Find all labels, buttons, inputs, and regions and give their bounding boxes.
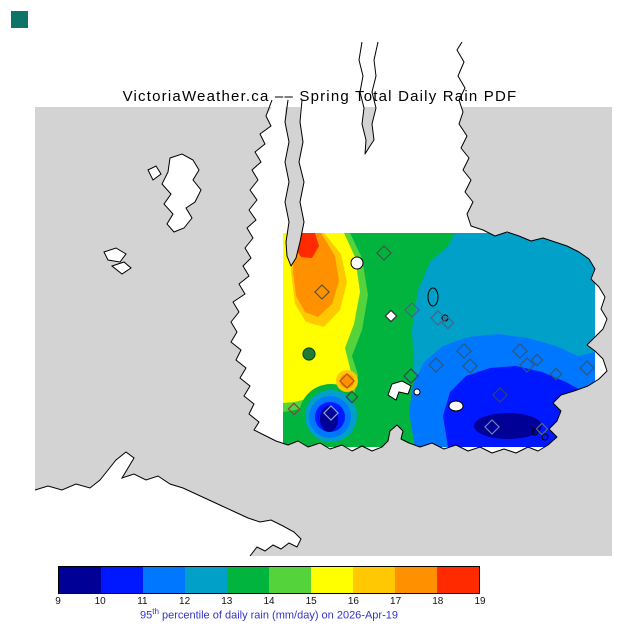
colorbar-segment	[269, 567, 311, 593]
station-marker	[530, 353, 544, 367]
station-marker	[519, 357, 535, 373]
caption-value: 95	[140, 609, 153, 622]
colorbar-tick-label: 16	[347, 596, 359, 607]
station-marker	[512, 343, 528, 359]
station-marker	[462, 358, 478, 374]
station-marker	[287, 402, 301, 416]
coastline-outlines	[230, 41, 608, 454]
caption-text: percentile of daily rain (mm/day) on 202…	[158, 609, 398, 622]
station-marker	[549, 367, 563, 381]
colorbar-tick-label: 18	[432, 596, 444, 607]
harbour-inlet	[448, 400, 464, 412]
station-marker	[403, 368, 419, 384]
colorbar-segment	[437, 567, 479, 593]
colorbar-segment	[185, 567, 227, 593]
station-marker	[492, 387, 508, 403]
corner-color-swatch	[11, 11, 28, 28]
colorbar-tick-label: 11	[137, 596, 148, 607]
rain-contour-overlay	[283, 233, 595, 447]
coastline-inlet-east	[358, 41, 379, 155]
colorbar-segment	[101, 567, 143, 593]
islet-outline	[541, 433, 549, 441]
station-marker	[314, 284, 330, 300]
station-marker	[535, 422, 549, 436]
colorbar-tick-label: 9	[55, 596, 61, 607]
colorbar-segment	[311, 567, 353, 593]
lake	[413, 388, 421, 396]
colorbar-segments	[58, 566, 480, 594]
station-marker	[428, 357, 444, 373]
colorbar-tick-label: 14	[263, 596, 275, 607]
colorbar-segment	[353, 567, 395, 593]
map-title: VictoriaWeather.ca –– Spring Total Daily…	[122, 88, 518, 105]
station-marker	[323, 405, 339, 421]
station-marker	[579, 360, 595, 376]
colorbar-caption: 95th percentile of daily rain (mm/day) o…	[58, 607, 480, 622]
colorbar-tick-label: 12	[179, 596, 191, 607]
station-marker	[484, 419, 500, 435]
lake-outline	[427, 287, 439, 307]
island	[110, 261, 132, 275]
colorbar-segment	[143, 567, 185, 593]
colorbar-tick-label: 17	[390, 596, 402, 607]
lakes-and-harbours	[350, 256, 549, 441]
station-marker	[345, 390, 359, 404]
station-marker	[441, 316, 455, 330]
station-marker	[302, 347, 316, 361]
colorbar-tick-label: 10	[94, 596, 106, 607]
south-coastline-outline	[34, 451, 302, 557]
island	[147, 165, 162, 181]
colorbar-tick-label: 15	[305, 596, 317, 607]
lake	[350, 256, 364, 270]
coastline-main	[230, 41, 608, 454]
contour-min-9	[474, 413, 542, 439]
station-markers	[287, 245, 595, 436]
colorbar-tick-label: 13	[221, 596, 233, 607]
colorbar-tick-label: 19	[474, 596, 486, 607]
station-marker	[339, 373, 355, 389]
island	[161, 153, 202, 233]
colorbar-segment	[395, 567, 437, 593]
colorbar: 9 10 11 12 13 14 15 16 17 18 19	[55, 566, 486, 609]
islet-outline	[531, 428, 539, 436]
colorbar-ticks: 9 10 11 12 13 14 15 16 17 18 19	[55, 596, 485, 609]
station-marker	[376, 245, 392, 261]
station-marker	[404, 302, 420, 318]
station-marker	[456, 343, 472, 359]
colorbar-segment	[59, 567, 101, 593]
harbour-inlet	[387, 380, 412, 401]
station-marker	[430, 310, 446, 326]
caption-superscript: th	[152, 607, 159, 616]
south-coastline-land	[35, 452, 301, 556]
island	[103, 247, 127, 263]
colorbar-segment	[227, 567, 269, 593]
islands	[103, 153, 202, 275]
coastline-inlet-west	[284, 99, 305, 267]
station-marker	[384, 309, 398, 323]
